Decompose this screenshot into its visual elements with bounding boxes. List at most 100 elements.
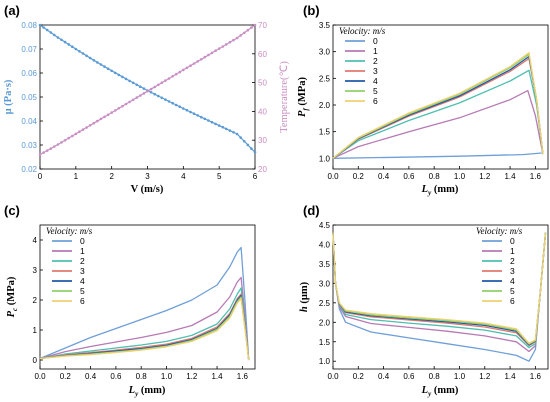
data-point [45, 149, 49, 152]
series-line-3 [332, 57, 544, 159]
data-point [196, 114, 199, 117]
data-point [103, 65, 106, 68]
data-point [88, 124, 92, 127]
x-tick-label: 4 [181, 172, 186, 181]
legend-entry: 2 [510, 256, 515, 266]
y-tick-label-right: 40 [258, 107, 267, 116]
x-tick-label: 0.0 [327, 172, 339, 181]
y-axis-label-unit: (MPa) [297, 77, 308, 109]
series-line-6 [332, 52, 544, 159]
data-point [189, 110, 192, 114]
series-line-6 [39, 297, 250, 361]
data-point [210, 120, 214, 124]
data-point [96, 61, 99, 64]
viscosity-line [39, 24, 256, 153]
x-tick-label: 2 [109, 172, 114, 181]
legend-entry: 4 [510, 276, 515, 286]
y-axis-label-unit: (μm) [299, 281, 310, 306]
y-axis-right-ticks: 20 30 40 50 60 70 [252, 21, 267, 174]
data-point [182, 107, 185, 110]
data-point [149, 87, 153, 91]
y-axis-label-sub: f [302, 108, 310, 111]
data-point [49, 147, 53, 150]
data-point [185, 108, 189, 112]
legend-entry: 0 [80, 236, 85, 246]
x-axis-ticks: 0.0 0.2 0.4 0.6 0.8 1.0 1.2 1.4 1.6 [327, 166, 541, 181]
x-axis-ticks: 0.0 0.2 0.4 0.6 0.8 1.0 1.2 1.4 1.6 [327, 366, 541, 381]
x-tick-label: 3 [145, 172, 150, 181]
legend-entry: 6 [373, 96, 378, 106]
data-point [235, 132, 239, 136]
data-point [114, 71, 117, 75]
legend-title: Velocity: m/s [476, 226, 523, 236]
data-point [160, 81, 164, 84]
data-point [85, 126, 88, 129]
y-tick-label: 0.04 [21, 117, 37, 126]
series-group [39, 246, 250, 361]
x-axis-label-sub: y [134, 390, 139, 398]
data-point [182, 68, 185, 72]
data-point [71, 134, 74, 138]
x-tick-label: 0.4 [378, 372, 390, 381]
y-axis-label: Pc (MPa) [6, 276, 19, 317]
x-tick-label: 0.6 [403, 172, 415, 181]
data-point [192, 112, 196, 115]
x-axis-label-main: L [128, 385, 135, 396]
x-axis-label-main: L [421, 385, 428, 396]
data-point [146, 89, 149, 93]
y-axis-label-main: P [297, 110, 308, 117]
data-point [221, 125, 225, 129]
data-point [239, 34, 242, 37]
legend-entry: 2 [80, 256, 85, 266]
x-tick-label: 0.2 [60, 372, 72, 381]
data-point [131, 81, 135, 85]
panel-label: (a) [4, 3, 20, 18]
series-line-6 [332, 232, 547, 344]
data-point [200, 115, 203, 119]
x-axis-ticks: 0.0 0.2 0.4 0.6 0.8 1.0 1.2 1.4 1.6 [34, 366, 248, 381]
legend-title: Velocity: m/s [46, 226, 93, 236]
data-point [250, 26, 253, 29]
legend-entry: 1 [80, 246, 85, 256]
data-point [81, 52, 85, 55]
x-axis-label-main: L [421, 184, 428, 195]
data-point [106, 113, 110, 116]
panel-a-velocity-viscosity-temperature: (a) 0 1 2 3 4 5 6 0.02 0.03 0.04 0.05 0.06 0.07 0.08… [3, 3, 290, 195]
series-line-2 [39, 287, 250, 361]
data-point [128, 79, 131, 83]
y-axis-left-ticks: 0.02 0.03 0.04 0.05 0.06 0.07 0.08 [21, 21, 43, 174]
x-tick-label: 1.6 [237, 372, 249, 381]
data-point [174, 72, 178, 76]
data-point [232, 38, 235, 42]
y-axis-label: Pf (MPa) [297, 77, 310, 117]
data-point [81, 128, 85, 131]
data-point [117, 107, 121, 110]
data-point [117, 73, 121, 77]
legend-entry: 6 [80, 296, 85, 306]
data-point [157, 83, 160, 87]
data-point [124, 102, 128, 106]
series-line-1 [332, 232, 547, 353]
data-point [114, 109, 117, 112]
legend-entry: 1 [373, 46, 378, 56]
data-point [246, 143, 250, 147]
data-point [178, 105, 182, 108]
data-point [207, 53, 210, 57]
y-tick-label: 3.0 [319, 279, 331, 288]
data-point [235, 36, 239, 40]
data-point [135, 83, 139, 87]
legend-title: Velocity: m/s [339, 26, 386, 36]
legend-entry: 1 [510, 246, 515, 256]
x-axis-label: V (m/s) [131, 184, 164, 195]
data-point [164, 98, 167, 101]
data-point [131, 98, 135, 102]
legend-entry: 3 [510, 266, 515, 276]
data-point [225, 43, 228, 46]
y-tick-label: 2.0 [319, 318, 331, 327]
y-tick-label: 0.02 [21, 165, 37, 174]
data-point [178, 70, 182, 74]
y-tick-label: 1.5 [319, 338, 331, 347]
data-point [192, 62, 196, 65]
legend-entry: 5 [80, 286, 85, 296]
